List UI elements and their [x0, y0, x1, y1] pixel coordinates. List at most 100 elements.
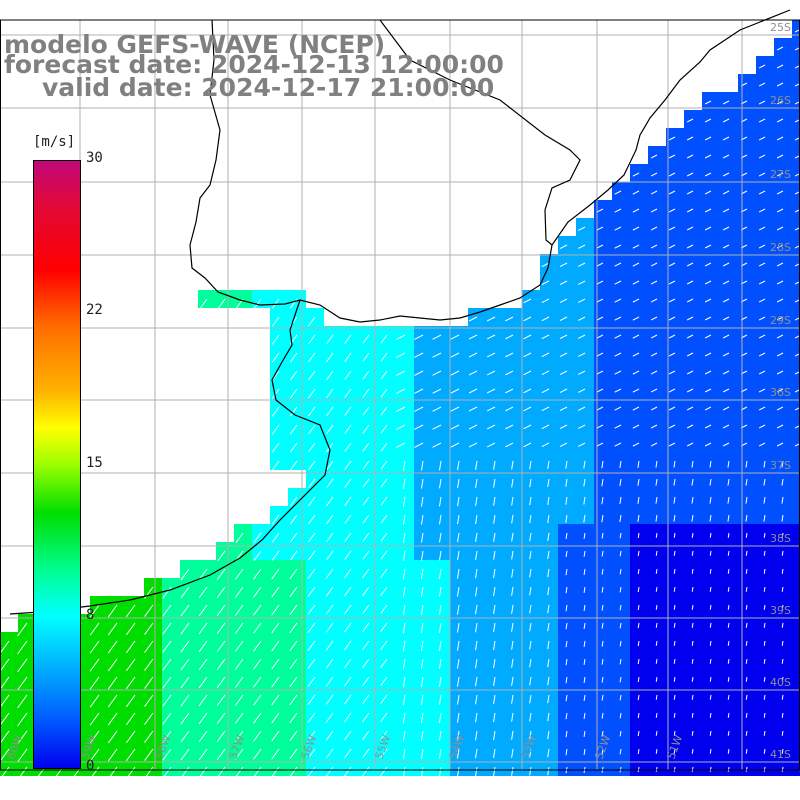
wind-arrow: [308, 406, 316, 417]
wind-arrow: [541, 388, 550, 394]
wind-arrow: [709, 748, 712, 754]
wind-arrow: [722, 334, 730, 339]
wind-arrow: [704, 208, 712, 213]
wind-arrow: [362, 712, 370, 723]
wind-arrow: [523, 406, 532, 412]
wind-arrow: [601, 730, 604, 737]
wind-cell: [792, 686, 800, 704]
wind-arrow: [722, 136, 730, 141]
wind-arrow: [493, 694, 496, 705]
wind-arrow: [402, 622, 406, 634]
wind-arrow: [722, 280, 730, 285]
wind-arrow: [722, 370, 730, 375]
wind-arrow: [781, 496, 784, 504]
wind-arrow: [758, 406, 766, 411]
wind-arrow: [420, 730, 424, 742]
wind-arrow: [144, 658, 154, 671]
wind-arrow: [456, 658, 460, 669]
wind-arrow: [781, 568, 784, 574]
wind-arrow: [253, 550, 262, 561]
wind-arrow: [781, 712, 784, 718]
wind-arrow: [776, 226, 784, 231]
wind-arrow: [420, 640, 424, 652]
wind-arrow: [343, 658, 352, 669]
wind-arrow: [596, 370, 604, 375]
wind-arrow: [668, 154, 676, 159]
wind-arrow: [578, 370, 586, 375]
wind-arrow: [650, 154, 658, 159]
wind-arrow: [686, 388, 694, 393]
wind-arrow: [637, 748, 640, 755]
lat-label: 37S: [770, 459, 791, 472]
wind-arrow: [438, 622, 442, 633]
wind-arrow: [343, 622, 352, 633]
wind-arrow: [216, 604, 226, 616]
wind-arrow: [162, 694, 172, 707]
wind-arrow: [402, 658, 406, 670]
wind-arrow: [343, 712, 352, 723]
wind-arrow: [541, 424, 550, 430]
wind-arrow: [686, 316, 694, 321]
wind-arrow: [362, 514, 370, 524]
wind-arrow: [794, 424, 800, 429]
wind-arrow: [704, 172, 712, 177]
wind-arrow: [180, 748, 190, 761]
wind-arrow: [198, 748, 208, 761]
wind-arrow: [668, 208, 676, 213]
wind-cell: [792, 704, 800, 722]
wind-arrow: [763, 712, 766, 718]
wind-cell: [792, 254, 800, 272]
wind-arrow: [758, 100, 766, 105]
wind-arrow: [583, 730, 586, 737]
wind-arrow: [704, 262, 712, 267]
wind-arrow: [468, 406, 478, 412]
wind-arrow: [475, 496, 478, 506]
wind-arrow: [475, 694, 478, 705]
wind-arrow: [578, 424, 586, 429]
wind-arrow: [596, 262, 604, 267]
wind-arrow: [758, 442, 766, 447]
wind-arrow: [776, 190, 784, 195]
wind-arrow: [565, 532, 568, 540]
wind-arrow: [619, 568, 622, 575]
wind-arrow: [289, 658, 298, 670]
wind-arrow: [727, 730, 730, 736]
wind-arrow: [511, 604, 514, 614]
wind-arrow: [468, 388, 478, 394]
wind-arrow: [583, 586, 586, 593]
wind-arrow: [493, 730, 496, 741]
wind-arrow: [17, 712, 28, 727]
wind-arrow: [468, 424, 478, 430]
wind-arrow: [253, 532, 262, 543]
wind-arrow: [619, 622, 622, 629]
wind-arrow: [781, 658, 784, 664]
wind-arrow: [17, 676, 28, 691]
wind-arrow: [637, 622, 640, 629]
wind-arrow: [547, 496, 550, 506]
wind-arrow: [505, 352, 514, 358]
wind-arrow: [601, 532, 604, 539]
wind-arrow: [126, 676, 136, 690]
wind-arrow: [307, 640, 316, 651]
wind-arrow: [511, 568, 514, 578]
wind-arrow: [601, 550, 604, 557]
wind-arrow: [511, 730, 514, 740]
wind-arrow: [414, 388, 424, 394]
wind-arrow: [565, 640, 568, 648]
wind-arrow: [541, 406, 550, 412]
wind-arrow: [493, 766, 496, 777]
wind-arrow: [596, 406, 604, 411]
wind-arrow: [380, 496, 388, 506]
wind-arrow: [402, 676, 406, 688]
wind-arrow: [475, 478, 478, 488]
wind-arrow: [619, 550, 622, 557]
wind-arrow: [704, 280, 712, 285]
wind-arrow: [198, 676, 208, 689]
wind-cell: [792, 200, 800, 218]
wind-arrow: [438, 640, 442, 651]
wind-cell: [792, 146, 800, 164]
wind-arrow: [686, 226, 694, 231]
wind-arrow: [308, 550, 316, 561]
wind-arrow: [776, 46, 784, 51]
wind-arrow: [601, 568, 604, 575]
